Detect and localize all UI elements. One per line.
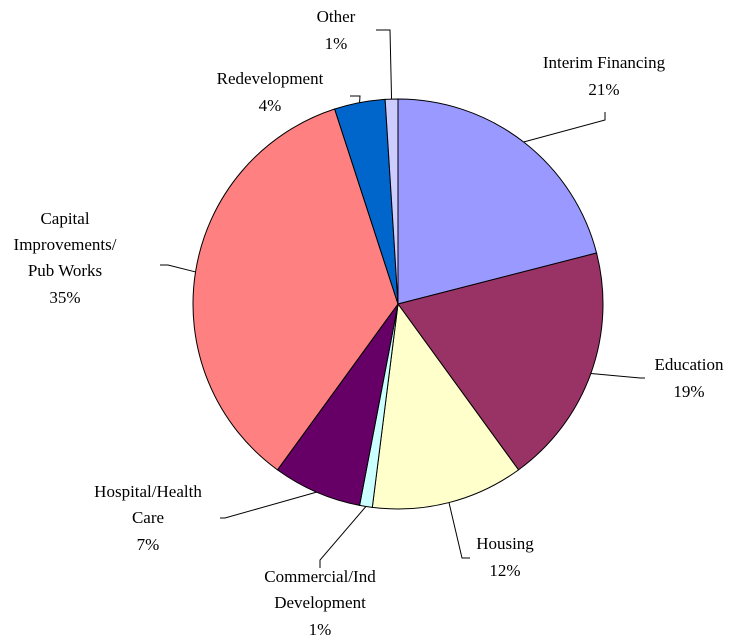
slice-label: Redevelopment <box>217 69 324 88</box>
slice-label-line: Development <box>274 593 366 612</box>
leader-line <box>376 29 393 100</box>
value-label: 1% <box>325 34 348 53</box>
leader-line <box>220 491 317 519</box>
slice-label-line: Care <box>132 508 164 527</box>
slice-label-line: Capital <box>40 209 89 228</box>
slice-label-line: Education <box>655 355 724 374</box>
value-label: 7% <box>137 535 160 554</box>
slice-label: Capital Improvements/Pub Works <box>14 209 117 280</box>
value-label: 1% <box>309 620 332 639</box>
pie-slice <box>192 108 399 471</box>
slice-label-line: Improvements/ <box>14 235 117 254</box>
slice-label: Other <box>317 7 356 26</box>
slice-label: Housing <box>476 534 534 553</box>
slice-label: Interim Financing <box>543 53 666 72</box>
slice-label-line: Commercial/Ind <box>264 567 376 586</box>
pie-slice <box>397 252 604 471</box>
pie-slice <box>397 98 598 305</box>
slice-label-line: Interim Financing <box>543 53 666 72</box>
slice-label: Hospital/Health Care <box>94 482 202 527</box>
slice-label: Education <box>655 355 724 374</box>
slice-label-line: Hospital/Health <box>94 482 202 501</box>
slice-label: Commercial/Ind Development <box>264 567 376 612</box>
leader-line <box>319 506 367 568</box>
slice-label-line: Redevelopment <box>217 69 324 88</box>
leader-line <box>448 502 470 559</box>
leader-line <box>350 95 361 103</box>
leader-line <box>160 264 196 273</box>
slice-label-line: Other <box>317 7 356 26</box>
value-label: 4% <box>259 96 282 115</box>
leader-line <box>590 372 645 379</box>
pie-slice <box>371 302 520 510</box>
slice-label-line: Pub Works <box>28 261 102 280</box>
value-label: 12% <box>489 561 520 580</box>
value-label: 19% <box>673 382 704 401</box>
value-label: 21% <box>588 80 619 99</box>
value-label: 35% <box>49 288 80 307</box>
leader-line <box>523 112 606 143</box>
slice-label-line: Housing <box>476 534 534 553</box>
